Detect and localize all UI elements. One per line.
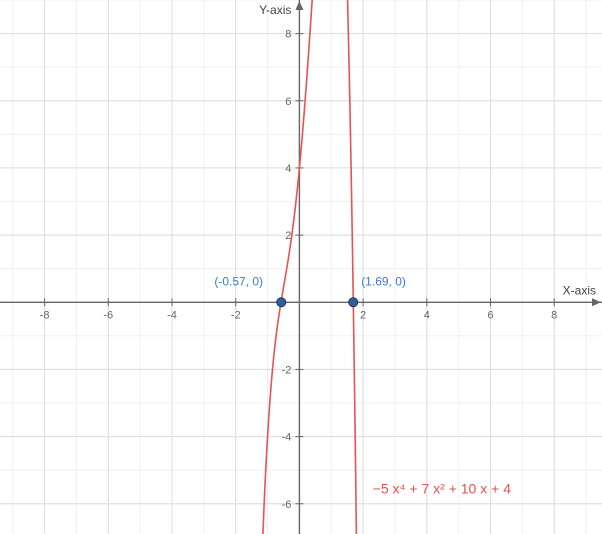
x-tick-label: -2 <box>231 309 241 321</box>
y-tick-label: 8 <box>285 29 291 41</box>
x-tick-label: -4 <box>167 309 177 321</box>
x-tick-label: 8 <box>551 309 557 321</box>
x-tick-label: -8 <box>40 309 50 321</box>
y-axis-label: Y-axis <box>259 3 291 17</box>
chart-canvas: -8-6-4-22468-6-4-22468X-axisY-axis−5 x⁴ … <box>0 0 602 534</box>
function-graph-chart: -8-6-4-22468-6-4-22468X-axisY-axis−5 x⁴ … <box>0 0 602 534</box>
root-point-label: (1.69, 0) <box>361 274 406 288</box>
y-tick-label: -2 <box>282 364 292 376</box>
y-tick-label: 6 <box>285 96 291 108</box>
x-tick-label: 4 <box>424 309 430 321</box>
root-point <box>349 298 358 307</box>
y-tick-label: -6 <box>282 499 292 511</box>
root-point-label: (-0.57, 0) <box>214 274 263 288</box>
function-formula-label: −5 x⁴ + 7 x² + 10 x + 4 <box>373 481 512 497</box>
x-tick-label: 2 <box>360 309 366 321</box>
root-point <box>277 298 286 307</box>
y-tick-label: -4 <box>282 432 292 444</box>
x-axis-label: X-axis <box>563 283 596 297</box>
x-tick-label: 6 <box>487 309 493 321</box>
y-tick-label: 4 <box>285 163 291 175</box>
x-tick-label: -6 <box>103 309 113 321</box>
